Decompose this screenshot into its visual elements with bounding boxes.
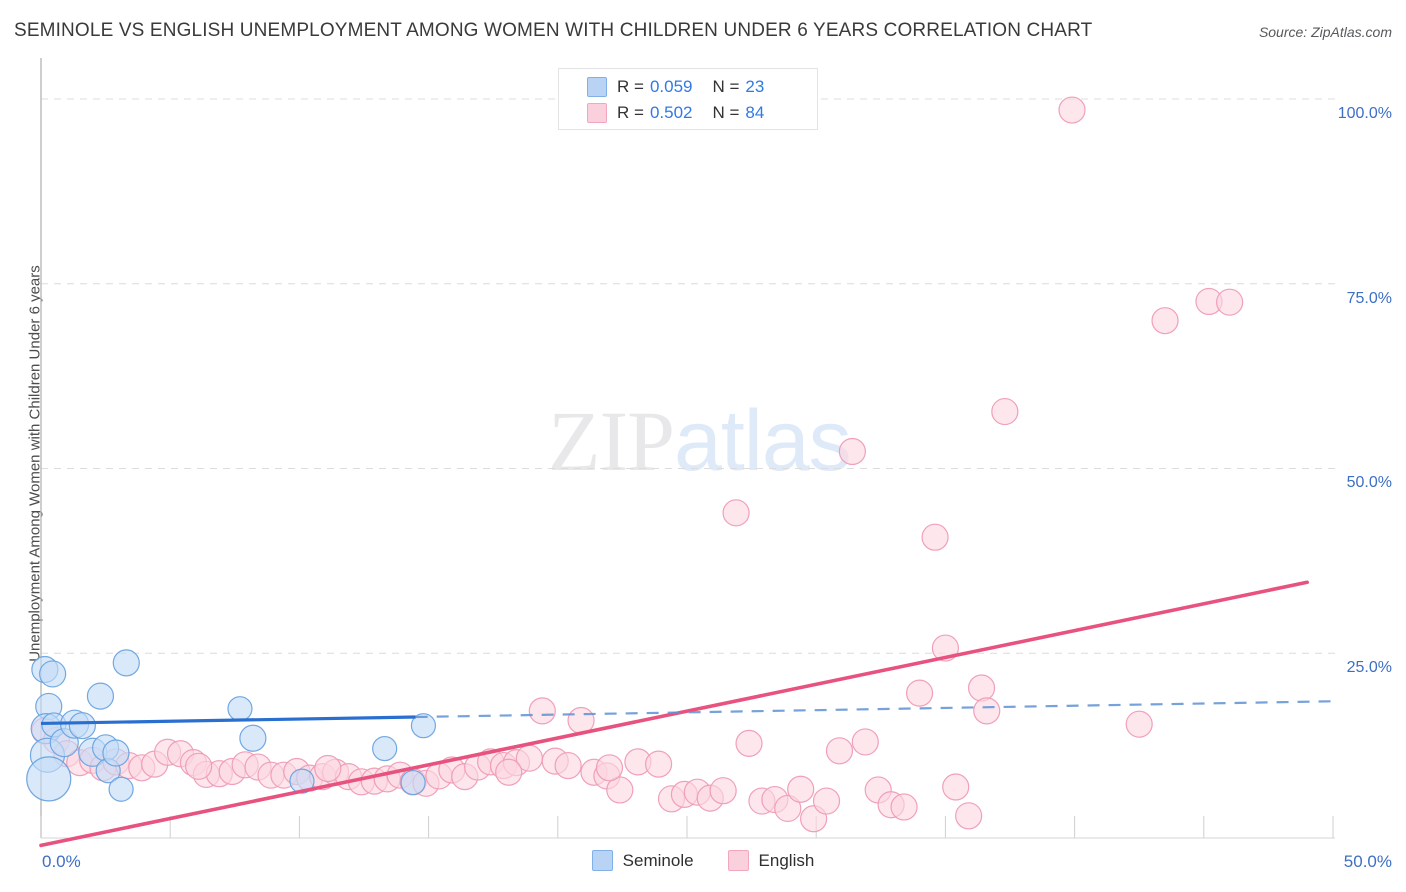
scatter-point[interactable]: [942, 773, 970, 801]
zipatlas-watermark: ZIPatlas: [548, 398, 852, 484]
r-value-english: 0.502: [649, 103, 693, 122]
scatter-point[interactable]: [239, 724, 267, 752]
scatter-point[interactable]: [955, 802, 983, 830]
series-legend: Seminole English: [0, 850, 1406, 871]
scatter-point[interactable]: [973, 697, 1001, 725]
page-title: SEMINOLE VS ENGLISH UNEMPLOYMENT AMONG W…: [14, 20, 1093, 41]
scatter-point[interactable]: [905, 679, 934, 707]
stats-row-seminole: R = 0.059 N = 23: [587, 74, 764, 100]
watermark-zip: ZIP: [548, 393, 675, 489]
scatter-point[interactable]: [991, 397, 1019, 426]
scatter-point[interactable]: [1125, 710, 1153, 738]
n-label-english: N =: [712, 103, 740, 122]
scatter-point[interactable]: [400, 769, 426, 796]
scatter-point[interactable]: [26, 756, 72, 802]
scatter-point[interactable]: [774, 794, 802, 823]
scatter-point[interactable]: [1058, 96, 1086, 124]
scatter-point[interactable]: [921, 523, 949, 551]
scatter-point[interactable]: [595, 754, 624, 782]
scatter-point[interactable]: [644, 750, 673, 778]
square-swatch-icon: [591, 850, 613, 871]
scatter-point[interactable]: [314, 754, 342, 783]
scatter-point[interactable]: [86, 682, 115, 710]
stats-row-english: R = 0.502 N = 84: [587, 100, 764, 126]
stats-legend: R = 0.059 N = 23 R = 0.502 N = 84: [558, 68, 818, 130]
legend-item-seminole[interactable]: Seminole: [591, 850, 694, 871]
y-axis-tick-label: 25.0%: [1346, 659, 1392, 677]
scatter-point[interactable]: [890, 793, 918, 821]
scatter-point[interactable]: [112, 649, 140, 677]
legend-label-seminole: Seminole: [622, 850, 694, 870]
scatter-point[interactable]: [372, 735, 398, 762]
scatter-point[interactable]: [410, 713, 437, 739]
x-axis-tick-max: 50.0%: [1343, 852, 1392, 871]
scatter-point[interactable]: [722, 499, 750, 527]
y-axis-tick-label: 50.0%: [1346, 474, 1392, 492]
r-label-seminole: R =: [617, 77, 644, 96]
r-value-seminole: 0.059: [649, 77, 693, 96]
watermark-atlas: atlas: [674, 393, 852, 489]
scatter-point[interactable]: [1151, 307, 1179, 335]
x-axis-ticks: [40, 816, 1334, 838]
scatter-point[interactable]: [825, 737, 854, 765]
n-label-seminole: N =: [712, 77, 740, 96]
source-attribution: Source: ZipAtlas.com: [1258, 24, 1392, 40]
scatter-point[interactable]: [851, 728, 879, 756]
legend-item-english[interactable]: English: [727, 850, 815, 871]
scatter-point[interactable]: [606, 776, 634, 804]
scatter-point[interactable]: [495, 758, 523, 786]
scatter-point[interactable]: [39, 660, 67, 688]
scatter-point[interactable]: [108, 776, 134, 802]
scatter-point[interactable]: [735, 729, 763, 758]
y-axis-tick-label: 100.0%: [1337, 104, 1392, 122]
scatter-point[interactable]: [838, 437, 866, 466]
x-axis-tick-min: 0.0%: [42, 852, 81, 871]
scatter-point[interactable]: [1216, 288, 1244, 316]
y-axis-tick-label: 75.0%: [1346, 289, 1392, 307]
trendline-english: [39, 580, 1309, 848]
square-swatch-icon: [727, 850, 749, 871]
scatter-point[interactable]: [102, 739, 130, 767]
square-swatch-icon: [587, 77, 607, 97]
legend-label-english: English: [758, 850, 815, 870]
r-label-english: R =: [617, 103, 644, 122]
scatter-point[interactable]: [227, 696, 253, 722]
square-swatch-icon: [587, 103, 607, 123]
scatter-point[interactable]: [967, 674, 996, 702]
n-value-seminole: 23: [745, 77, 765, 96]
scatter-point[interactable]: [185, 752, 213, 780]
n-value-english: 84: [745, 103, 765, 122]
scatter-point[interactable]: [812, 787, 841, 815]
gridlines: [41, 98, 1335, 654]
scatter-point[interactable]: [528, 697, 556, 725]
scatter-point[interactable]: [554, 751, 582, 780]
scatter-point[interactable]: [787, 775, 815, 803]
scatter-point[interactable]: [68, 712, 96, 740]
scatter-points-seminole[interactable]: [26, 649, 437, 802]
scatter-point[interactable]: [289, 768, 315, 794]
trendline-seminole: [40, 700, 1334, 726]
scatter-point[interactable]: [709, 777, 737, 805]
